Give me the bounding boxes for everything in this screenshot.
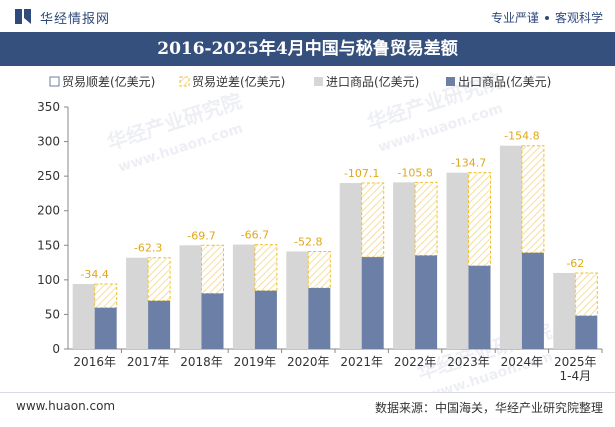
import-bar-9 — [499, 145, 522, 349]
y-tick-label-0: 0 — [52, 342, 60, 356]
export-bar-5 — [308, 288, 331, 349]
deficit-bar-9 — [521, 145, 545, 254]
slogan-right: 客观科学 — [554, 11, 603, 25]
footer-divider — [0, 392, 615, 393]
x-tick-label-10-line-1: 2025年 — [554, 355, 597, 369]
x-tick-label-1: 2016年 — [73, 355, 116, 369]
x-tick-label-4: 2019年 — [234, 355, 277, 369]
footer-source: 数据来源：中国海关，华经产业研究院整理 — [374, 401, 603, 415]
top-bar: 华经情报网 专业严谨 客观科学 — [0, 0, 615, 32]
x-tick-label-10-line-2: 1-4月 — [559, 369, 591, 383]
legend-swatch-4 — [446, 77, 455, 86]
footer-url[interactable]: www.huaon.com — [16, 399, 116, 413]
chart-area: 华经产业研究院 www.huaon.com 华经产业研究院 www.huaon.… — [37, 69, 603, 392]
deficit-bar-6 — [361, 182, 385, 258]
x-tick-label-3: 2018年 — [180, 355, 223, 369]
deficit-bar-8 — [468, 172, 491, 267]
export-bar-1 — [94, 307, 117, 349]
legend-swatch-2 — [179, 76, 190, 87]
legend-swatch-1 — [49, 76, 60, 87]
import-bar-4 — [232, 244, 255, 349]
import-bar-7 — [393, 182, 416, 349]
deficit-bar-7 — [414, 181, 438, 257]
deficit-bar-10 — [574, 272, 598, 317]
x-tick-label-5: 2020年 — [287, 355, 330, 369]
deficit-bar-1 — [94, 283, 118, 309]
deficit-label-10: -62 — [566, 257, 584, 270]
y-tick-label-200: 200 — [37, 204, 60, 218]
deficit-bar-5 — [307, 251, 331, 289]
site-name[interactable]: 华经情报网 — [40, 12, 111, 27]
deficit-label-2: -62.3 — [134, 242, 162, 255]
import-bar-1 — [72, 284, 95, 349]
legend-swatch-3 — [314, 77, 323, 86]
huajing-logo-icon — [15, 9, 31, 24]
deficit-label-7: -105.8 — [397, 166, 432, 179]
deficit-bar-4 — [254, 244, 278, 292]
legend-label-1: 贸易顺差(亿美元) — [62, 74, 155, 89]
export-bar-9 — [521, 252, 544, 349]
legend-label-3: 进口商品(亿美元) — [326, 74, 419, 89]
import-bar-10 — [553, 272, 576, 349]
deficit-bar-3 — [201, 244, 224, 294]
export-bar-6 — [361, 257, 384, 349]
export-bar-10 — [575, 315, 598, 349]
legend: 贸易顺差(亿美元) 贸易逆差(亿美元) 进口商品(亿美元) 出口商品(亿美元) — [49, 74, 551, 89]
deficit-label-5: -52.8 — [294, 236, 322, 249]
y-tick-label-50: 50 — [45, 307, 60, 321]
bars: -34.4 -62.3 -69.7 -66.7 -52.8 -107.1 -105.8 -13… — [72, 130, 598, 349]
export-bar-4 — [254, 290, 277, 349]
x-tick-label-6: 2021年 — [340, 355, 383, 369]
y-tick-label-100: 100 — [37, 273, 60, 287]
y-tick-label-150: 150 — [37, 238, 60, 252]
deficit-label-6: -107.1 — [344, 167, 379, 180]
x-tick-label-7: 2022年 — [394, 355, 437, 369]
import-bar-6 — [339, 183, 362, 349]
deficit-label-9: -154.8 — [504, 130, 539, 143]
y-tick-label-350: 350 — [37, 100, 60, 114]
export-bar-7 — [415, 255, 438, 349]
x-tick-label-2: 2017年 — [127, 355, 170, 369]
x-tick-label-8: 2023年 — [447, 355, 490, 369]
chart-title: 2016-2025年4月中国与秘鲁贸易差额 — [0, 32, 615, 66]
slogan-left: 专业严谨 — [490, 11, 539, 25]
import-bar-3 — [179, 245, 202, 349]
import-bar-8 — [446, 172, 469, 349]
import-bar-2 — [126, 257, 149, 349]
x-tick-label-9: 2024年 — [501, 355, 544, 369]
deficit-label-8: -134.7 — [451, 157, 486, 170]
deficit-label-3: -69.7 — [187, 229, 215, 242]
axes: 0 50 100 150 200 250 300 350 2016年 2017年 2018年 2019… — [37, 100, 603, 383]
legend-label-2: 贸易逆差(亿美元) — [192, 74, 285, 89]
import-bar-5 — [286, 251, 309, 349]
y-tick-label-300: 300 — [37, 135, 60, 149]
deficit-label-4: -66.7 — [241, 229, 269, 242]
y-tick-label-250: 250 — [37, 169, 60, 183]
slogan: 专业严谨 客观科学 — [491, 9, 603, 26]
export-bar-2 — [148, 300, 171, 349]
slogan-dot-icon — [544, 15, 549, 20]
legend-label-4: 出口商品(亿美元) — [458, 74, 551, 89]
export-bar-8 — [468, 265, 491, 349]
deficit-bar-2 — [147, 257, 171, 302]
export-bar-3 — [201, 293, 224, 349]
deficit-label-1: -34.4 — [80, 268, 108, 281]
